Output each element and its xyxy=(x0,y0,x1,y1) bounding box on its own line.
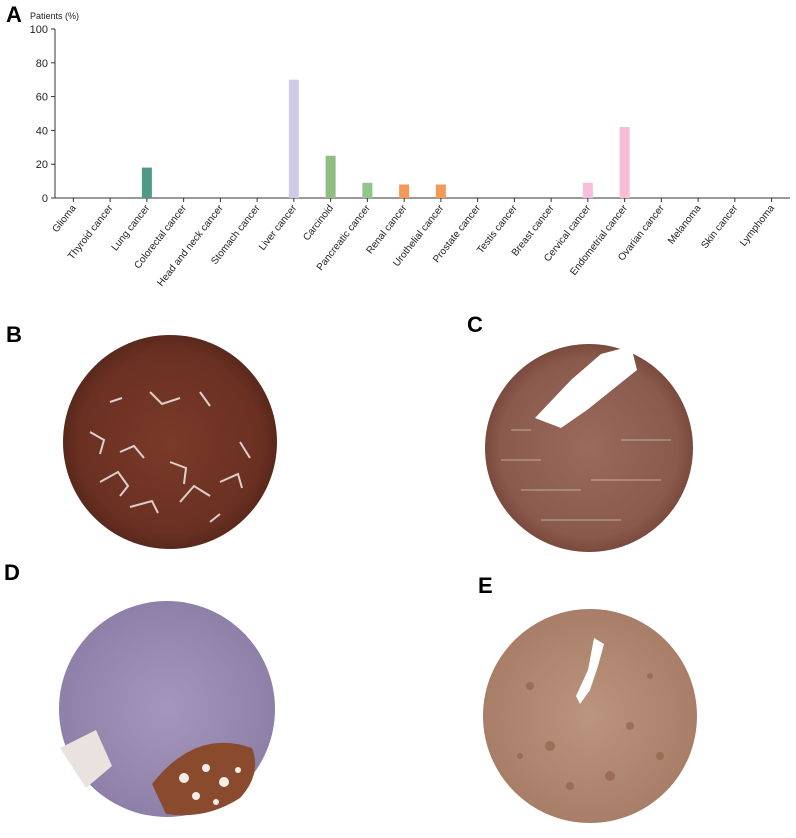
y-tick-label: 80 xyxy=(36,58,48,70)
x-tick-label: Lymphoma xyxy=(738,203,777,249)
y-tick-label: 20 xyxy=(36,159,48,171)
x-tick-label: Glioma xyxy=(51,203,79,235)
y-tick-label: 100 xyxy=(30,24,48,36)
bar xyxy=(325,155,336,198)
panel-label-b: B xyxy=(6,322,22,347)
ihc-tissue-core-b xyxy=(63,335,277,549)
x-tick-label: Skin cancer xyxy=(699,203,740,251)
bar xyxy=(399,184,410,198)
y-tick-label: 0 xyxy=(42,193,48,205)
bar xyxy=(288,79,299,198)
bar xyxy=(141,167,152,198)
x-tick-label: Liver cancer xyxy=(257,203,300,253)
panel-label-e: E xyxy=(478,573,493,598)
y-tick-label: 40 xyxy=(36,125,48,137)
x-tick-label: Carcinoid xyxy=(301,203,336,243)
ihc-tissue-core-e xyxy=(483,609,697,823)
x-tick-label: Melanoma xyxy=(666,203,704,247)
bar xyxy=(435,184,446,198)
ihc-tissue-core-d xyxy=(59,601,275,817)
x-tick-label: Head and neck cancer xyxy=(155,203,226,289)
panel-label-c: C xyxy=(467,312,483,337)
bar xyxy=(619,127,630,198)
panel-label-d: D xyxy=(4,560,20,585)
panel-label-a: A xyxy=(6,2,22,27)
y-tick-label: 60 xyxy=(36,92,48,104)
bar xyxy=(582,182,593,198)
bar xyxy=(362,182,373,198)
ihc-tissue-core-c xyxy=(485,344,693,552)
y-axis-label: Patients (%) xyxy=(30,11,79,21)
